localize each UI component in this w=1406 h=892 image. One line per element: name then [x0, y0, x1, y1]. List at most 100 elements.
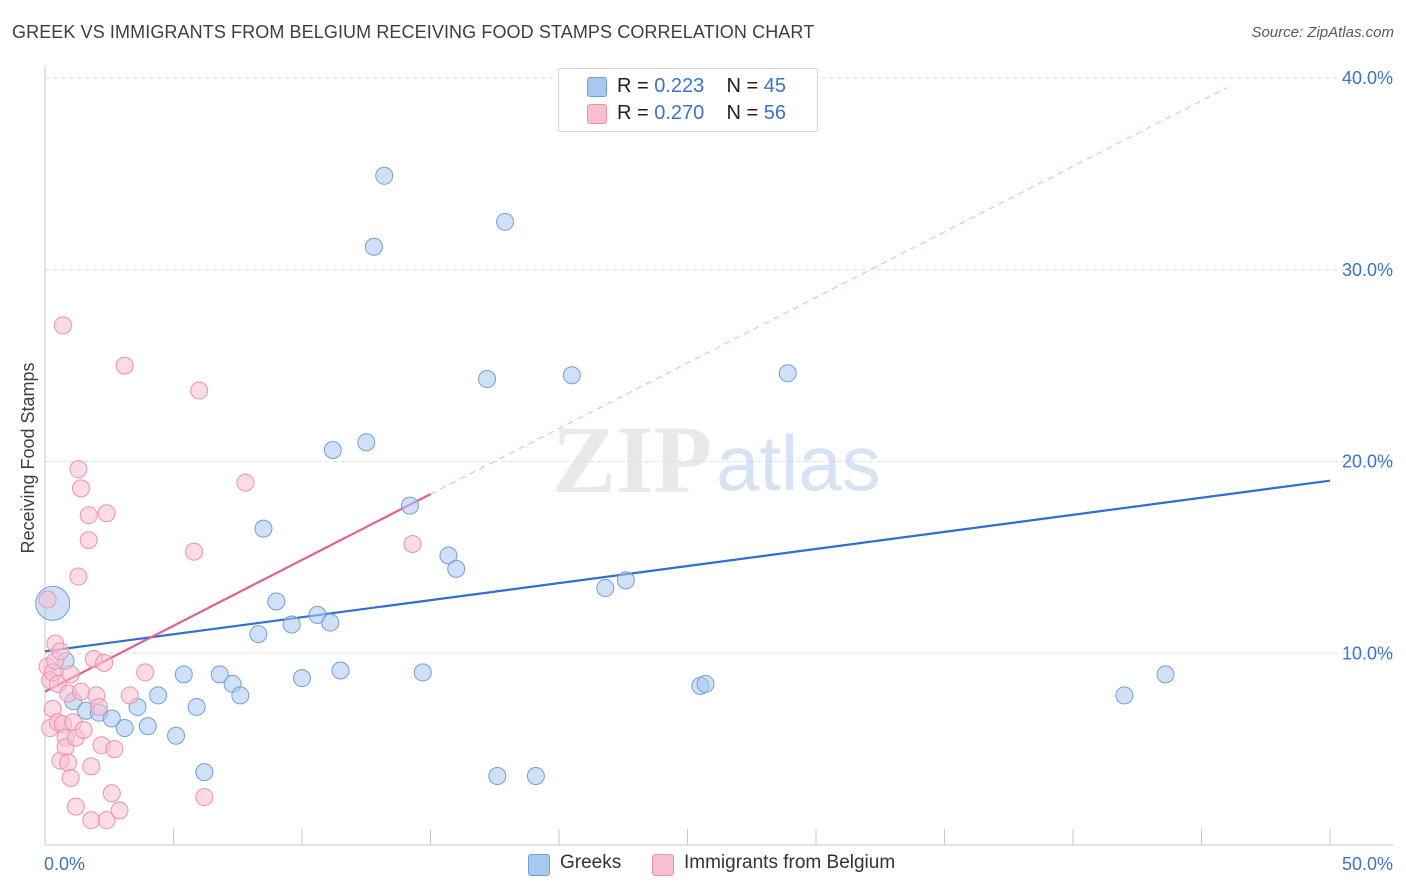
belgium-point	[190, 381, 209, 400]
belgium-point	[71, 682, 90, 701]
x-tick-label-max: 50.0%	[1342, 854, 1393, 874]
greek-point	[413, 663, 432, 682]
greek-point	[293, 669, 311, 688]
greek-point	[357, 433, 376, 452]
greek-point	[375, 166, 394, 185]
belgium-point	[79, 506, 98, 525]
greek-point	[167, 726, 186, 745]
greek-point	[267, 592, 286, 611]
belgium-point	[105, 740, 124, 759]
belgium-point	[110, 801, 129, 820]
belgium-point	[38, 590, 57, 609]
bottom-legend-swatch-greeks	[528, 854, 550, 876]
greek-point	[187, 697, 206, 716]
belgium-point	[120, 686, 139, 705]
y-axis-title: Receiving Food Stamps	[18, 362, 38, 553]
greek-point	[254, 519, 273, 538]
belgium-point	[97, 504, 116, 523]
greek-point	[596, 579, 615, 598]
greek-point	[562, 366, 581, 385]
legend-swatch-greeks	[587, 77, 607, 97]
greek-point	[478, 370, 497, 389]
belgium-point	[89, 697, 108, 716]
x-tick-label-min: 0.0%	[44, 854, 85, 874]
greek-point	[400, 496, 419, 515]
greek-point	[282, 615, 301, 634]
greek-point	[439, 546, 458, 565]
greek-point	[447, 559, 466, 578]
legend-r-label: R =	[617, 102, 649, 124]
y-tick-label: 40.0%	[1342, 68, 1393, 88]
greek-point	[364, 237, 383, 256]
greek-point	[1156, 665, 1175, 684]
watermark-atlas: atlas	[716, 419, 881, 507]
belgium-point	[236, 473, 255, 492]
belgium-point	[403, 534, 422, 553]
belgium-point	[185, 542, 204, 561]
greek-point	[1115, 686, 1134, 705]
legend-r-value-greeks: 0.223	[654, 75, 705, 97]
legend-n-label: N =	[726, 102, 759, 124]
belgium-point	[82, 811, 101, 830]
belgium-point	[61, 768, 80, 787]
greek-point	[138, 717, 157, 736]
greek-point	[616, 571, 635, 590]
axis-layer: 10.0% 20.0% 30.0% 40.0% 0.0% 50.0%	[44, 66, 1393, 874]
greek-point	[488, 766, 507, 785]
greeks-trendline	[44, 479, 1331, 653]
belgium-point	[195, 788, 214, 807]
greek-point	[526, 766, 545, 785]
bottom-legend-swatch-belgium	[652, 854, 674, 876]
bottom-legend-label-greeks: Greeks	[560, 852, 622, 873]
y-tick-label: 30.0%	[1342, 260, 1393, 280]
greek-point	[323, 440, 342, 459]
greek-point	[249, 625, 268, 644]
belgium-point	[59, 753, 78, 772]
legend-n-value-greeks: 45	[763, 75, 787, 97]
belgium-point	[53, 316, 72, 335]
greek-point	[195, 763, 214, 782]
belgium-point	[136, 663, 155, 682]
belgium-point	[95, 653, 114, 672]
legend-r-label: R =	[617, 75, 649, 97]
greek-point	[231, 686, 250, 705]
bottom-legend-greeks[interactable]: Greeks	[528, 852, 648, 878]
trend-layer	[44, 87, 1331, 693]
belgium-point	[79, 531, 98, 550]
grid-layer	[45, 77, 1393, 654]
legend-r-value-belgium: 0.270	[654, 102, 705, 124]
y-tick-label: 20.0%	[1342, 452, 1393, 472]
greek-point	[210, 665, 229, 684]
belgium-point	[115, 356, 134, 375]
belgium-point	[66, 797, 85, 816]
belgium-point	[61, 665, 80, 684]
greek-point	[115, 719, 134, 738]
belgium-point	[51, 642, 70, 661]
legend-n-value-belgium: 56	[763, 102, 787, 124]
greek-point	[331, 661, 350, 680]
chart-title: GREEK VS IMMIGRANTS FROM BELGIUM RECEIVI…	[12, 22, 815, 42]
watermark: ZIP atlas	[552, 406, 881, 513]
greek-point	[496, 212, 515, 231]
points-layer	[35, 166, 1175, 830]
belgium-point	[71, 479, 90, 498]
belgium-point	[102, 784, 121, 803]
belgium-point	[69, 460, 88, 479]
greek-point	[174, 665, 193, 684]
greek-point	[149, 686, 168, 705]
belgium-point	[74, 720, 93, 739]
belgium-point	[69, 567, 88, 586]
watermark-zip: ZIP	[552, 406, 712, 513]
source-label: Source: ZipAtlas.com	[1251, 24, 1394, 41]
belgium-point	[97, 811, 116, 830]
y-tick-label: 10.0%	[1342, 643, 1393, 663]
greek-point	[778, 364, 797, 383]
bottom-legend-belgium[interactable]: Immigrants from Belgium	[652, 852, 932, 878]
greek-point	[696, 674, 715, 693]
belgium-point	[82, 757, 101, 776]
bottom-legend-label-belgium: Immigrants from Belgium	[684, 852, 896, 873]
greek-point	[102, 709, 121, 728]
legend-swatch-belgium	[587, 104, 607, 124]
correlation-legend: R = 0.223 N = 45 R = 0.270 N = 56	[558, 68, 818, 132]
